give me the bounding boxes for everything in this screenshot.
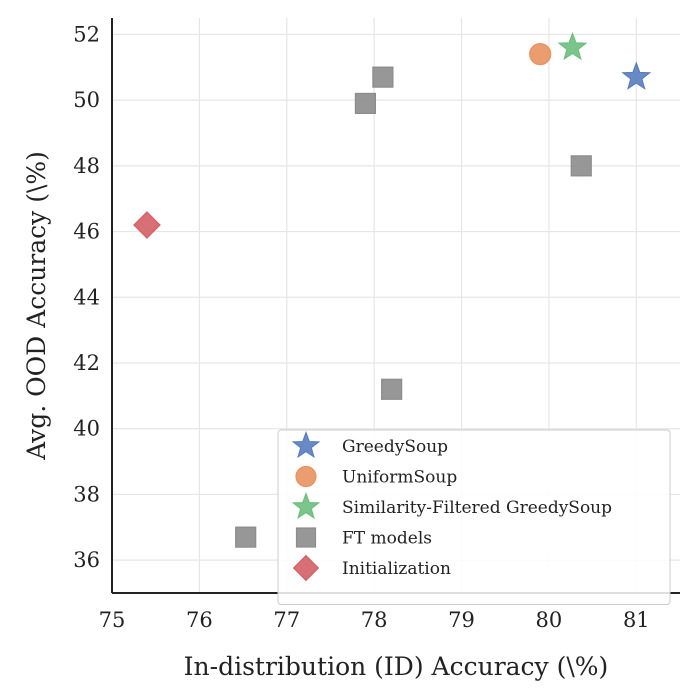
data-point [372, 66, 394, 88]
x-tick-label: 79 [448, 608, 475, 632]
legend-label: FT models [342, 529, 432, 549]
y-tick-label: 42 [73, 351, 100, 375]
y-tick-label: 44 [73, 285, 100, 309]
legend-label: Similarity-Filtered GreedySoup [342, 498, 612, 518]
legend-label: GreedySoup [342, 437, 448, 457]
x-tick-label: 76 [186, 608, 213, 632]
x-ticks: 75 76 77 78 79 80 81 [99, 608, 650, 632]
x-tick-label: 75 [99, 608, 126, 632]
y-tick-label: 38 [73, 482, 100, 506]
x-axis-title: In-distribution (ID) Accuracy (\%) [184, 652, 609, 681]
x-tick-label: 80 [536, 608, 563, 632]
legend-box [277, 429, 671, 605]
legend-marker [291, 430, 321, 459]
legend-marker [292, 554, 320, 582]
x-tick-label: 78 [361, 608, 388, 632]
y-ticks: 36 38 40 42 44 46 48 50 52 [73, 22, 100, 572]
data-point [381, 378, 403, 400]
y-tick-label: 36 [73, 548, 100, 572]
x-tick-label: 77 [273, 608, 300, 632]
legend-label: Initialization [342, 559, 451, 579]
data-point [133, 211, 161, 239]
data-point [529, 43, 552, 66]
data-point [354, 92, 377, 115]
legend-label: UniformSoup [342, 468, 457, 488]
y-tick-label: 48 [73, 154, 100, 178]
legend: GreedySoup UniformSoup Similarity-Filtered… [277, 429, 671, 605]
y-tick-label: 52 [73, 22, 100, 46]
y-tick-label: 40 [73, 417, 100, 441]
y-axis-title: Avg. OOD Accuracy (\%) [22, 151, 51, 461]
x-tick-label: 81 [623, 608, 650, 632]
legend-marker [295, 527, 317, 548]
data-point [557, 31, 588, 61]
data-point [621, 61, 652, 90]
y-tick-label: 46 [73, 220, 100, 244]
legend-marker [291, 491, 321, 520]
legend-marker [295, 465, 317, 488]
data-point [235, 526, 257, 548]
y-tick-label: 50 [73, 88, 100, 112]
data-point [570, 155, 592, 177]
data-points [133, 31, 652, 548]
